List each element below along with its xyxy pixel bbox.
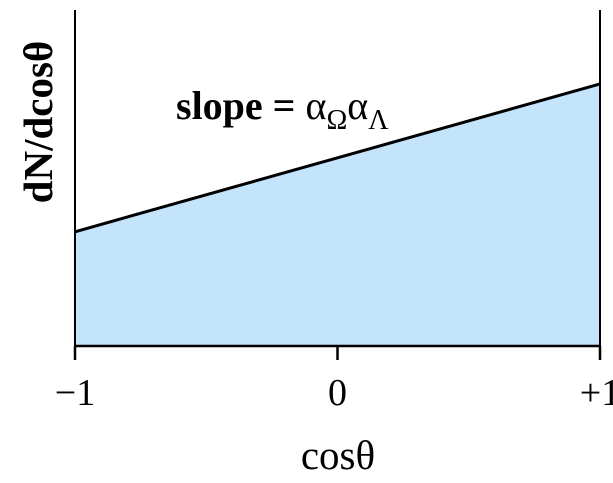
lambda-subscript: Λ	[368, 105, 389, 136]
x-tick-label: −1	[55, 372, 95, 414]
y-axis-label: dN/dcosθ	[15, 41, 61, 204]
slope-prefix: slope =	[176, 83, 305, 128]
x-tick-label: +1	[580, 372, 613, 414]
distribution-area	[75, 83, 600, 347]
omega-subscript: Ω	[326, 105, 347, 136]
x-axis-label: cosθ	[301, 432, 375, 478]
plot-area: −1 0 +1	[55, 10, 613, 414]
alpha-symbol-2: α	[347, 83, 368, 128]
x-tick-label: 0	[328, 372, 347, 414]
distribution-line	[74, 82, 601, 234]
slope-annotation: slope = αΩαΛ	[176, 83, 389, 136]
alpha-symbol-1: α	[305, 83, 326, 128]
